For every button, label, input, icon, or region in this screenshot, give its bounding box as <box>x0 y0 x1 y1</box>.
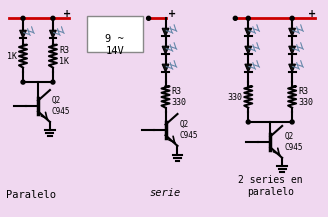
Text: Paralelo: Paralelo <box>6 190 56 200</box>
Circle shape <box>246 120 250 124</box>
Circle shape <box>246 16 250 20</box>
Circle shape <box>147 16 151 20</box>
Text: +: + <box>168 9 176 19</box>
Text: Q2
C945: Q2 C945 <box>284 132 303 152</box>
Text: R3
1K: R3 1K <box>59 46 69 66</box>
Polygon shape <box>50 30 56 38</box>
Polygon shape <box>245 28 252 36</box>
Text: R3
330: R3 330 <box>172 87 187 107</box>
Text: Q2
C945: Q2 C945 <box>52 96 71 116</box>
Polygon shape <box>162 28 169 36</box>
Polygon shape <box>289 64 296 72</box>
Text: 9 ~
14V: 9 ~ 14V <box>105 34 124 56</box>
Text: +: + <box>308 9 316 19</box>
Circle shape <box>21 80 25 84</box>
Text: Q2
C945: Q2 C945 <box>179 120 198 140</box>
Polygon shape <box>245 46 252 54</box>
Circle shape <box>290 120 294 124</box>
Text: R3
330: R3 330 <box>298 87 313 107</box>
Circle shape <box>233 16 237 20</box>
Circle shape <box>21 16 25 20</box>
Text: 330: 330 <box>227 92 242 102</box>
Text: serie: serie <box>150 188 181 198</box>
Text: +: + <box>63 9 71 19</box>
Circle shape <box>51 16 55 20</box>
Polygon shape <box>289 46 296 54</box>
Polygon shape <box>289 28 296 36</box>
Circle shape <box>290 16 294 20</box>
Circle shape <box>51 80 55 84</box>
Polygon shape <box>245 64 252 72</box>
Polygon shape <box>162 46 169 54</box>
FancyBboxPatch shape <box>87 16 143 52</box>
Polygon shape <box>162 64 169 72</box>
Text: 2 series en
paralelo: 2 series en paralelo <box>238 175 302 197</box>
Text: 1K: 1K <box>7 52 17 61</box>
Polygon shape <box>20 30 26 38</box>
